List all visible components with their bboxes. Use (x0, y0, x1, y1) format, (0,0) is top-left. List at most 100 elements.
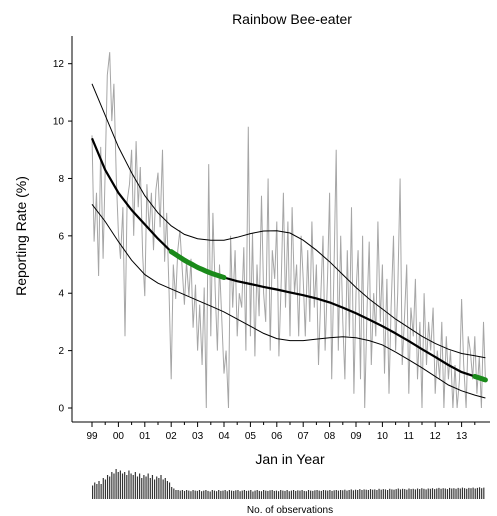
observation-bar (130, 473, 132, 499)
observation-bar (104, 479, 107, 499)
observation-bar (408, 488, 410, 499)
observation-bar (410, 489, 412, 499)
observation-bar (213, 490, 216, 499)
observation-bar (329, 490, 331, 499)
observation-bar (395, 489, 397, 499)
observation-bar (192, 490, 194, 499)
observation-bar (241, 490, 243, 499)
observation-bar (451, 488, 453, 499)
x-tick-label: 99 (86, 431, 98, 442)
observation-bar (453, 488, 455, 499)
observation-bar (228, 490, 230, 499)
observation-bar (322, 490, 325, 499)
observation-bar (196, 490, 198, 499)
observation-bar (282, 490, 284, 499)
observation-bar (156, 476, 158, 499)
observation-bar (239, 491, 241, 499)
observation-bar (119, 470, 121, 499)
observation-bar (113, 473, 115, 499)
observation-bar (220, 490, 222, 499)
observation-bar (318, 490, 320, 499)
observation-bar (275, 490, 278, 499)
observation-bar (92, 485, 94, 499)
x-tick-label: 12 (430, 431, 442, 442)
y-tick-label: 10 (53, 117, 65, 128)
observation-bar (98, 481, 100, 499)
observation-bar (215, 491, 218, 499)
observation-bar (406, 489, 408, 499)
observation-bar (222, 490, 224, 499)
observation-bar (235, 490, 237, 499)
observation-bar (434, 489, 436, 499)
observation-bar (472, 487, 474, 499)
observation-bar (466, 488, 468, 499)
x-tick-label: 07 (298, 431, 310, 442)
observation-bar (382, 489, 384, 499)
trend-layer (90, 137, 486, 381)
observation-bar (277, 491, 280, 499)
observation-bar (310, 490, 312, 499)
observation-bar (421, 488, 423, 499)
observation-bar (474, 488, 476, 499)
observation-bar (363, 489, 365, 499)
observation-bar (339, 490, 342, 499)
observation-bar (269, 490, 271, 499)
observation-bar (171, 487, 173, 499)
observation-bar (136, 476, 139, 499)
x-tick-label: 01 (139, 431, 151, 442)
observation-bar (260, 491, 263, 499)
observation-bar (256, 490, 258, 499)
observation-bar (438, 487, 440, 499)
observation-bar (126, 475, 128, 499)
observation-bar (237, 490, 239, 499)
observation-bar (331, 490, 333, 499)
observation-bar (205, 490, 207, 499)
observation-bar (423, 488, 425, 499)
observation-bar (186, 490, 188, 499)
observation-bar (444, 488, 446, 499)
observation-bar (115, 469, 117, 499)
observation-bar (295, 490, 297, 499)
observation-bar (203, 490, 205, 499)
observation-bar (271, 490, 273, 499)
observation-bar (117, 472, 119, 499)
observations-histogram (92, 469, 485, 499)
observation-bar (316, 490, 318, 499)
observation-bar (419, 489, 421, 499)
observation-bar (352, 490, 354, 499)
confidence-interval-layer (91, 83, 486, 399)
observation-bar (359, 489, 361, 499)
observation-bar (109, 476, 111, 499)
observation-bar (96, 484, 98, 499)
observation-bar (305, 491, 307, 499)
observation-bar (299, 490, 301, 499)
x-axis-title: Jan in Year (255, 451, 325, 467)
observation-bar (164, 478, 166, 499)
observation-bar (124, 472, 126, 499)
observation-bar (374, 489, 376, 499)
observation-bar (442, 488, 444, 499)
observation-bar (102, 478, 104, 499)
observation-bar (476, 487, 478, 499)
observation-bar (100, 484, 102, 499)
y-tick-label: 4 (58, 289, 64, 300)
observation-bar (230, 490, 233, 499)
observation-bar (94, 482, 96, 499)
observation-bar (160, 475, 162, 499)
observation-bar (354, 489, 357, 499)
observation-bar (333, 490, 335, 499)
observation-bar (303, 490, 305, 499)
observation-bar (380, 489, 382, 499)
observation-bar (224, 490, 226, 499)
observation-bar (455, 488, 457, 499)
observation-bar (342, 490, 344, 499)
observation-bar (337, 490, 340, 499)
observation-bar (166, 481, 168, 499)
plot-area (90, 52, 488, 409)
observation-bar (292, 490, 295, 499)
y-tick-label: 2 (58, 346, 64, 357)
observation-bar (378, 488, 380, 499)
observation-bar (267, 490, 269, 499)
x-tick-label: 02 (166, 431, 178, 442)
observation-bar (478, 487, 481, 499)
